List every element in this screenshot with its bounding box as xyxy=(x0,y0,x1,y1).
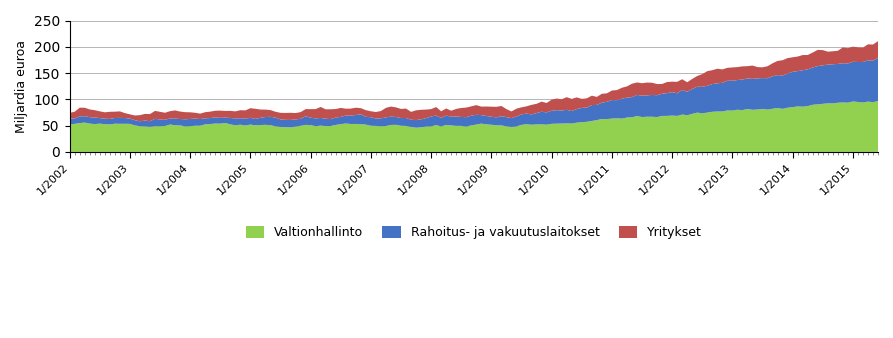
Legend: Valtionhallinto, Rahoitus- ja vakuutuslaitokset, Yritykset: Valtionhallinto, Rahoitus- ja vakuutusla… xyxy=(240,221,707,244)
Y-axis label: Miljardia euroa: Miljardia euroa xyxy=(15,40,28,133)
